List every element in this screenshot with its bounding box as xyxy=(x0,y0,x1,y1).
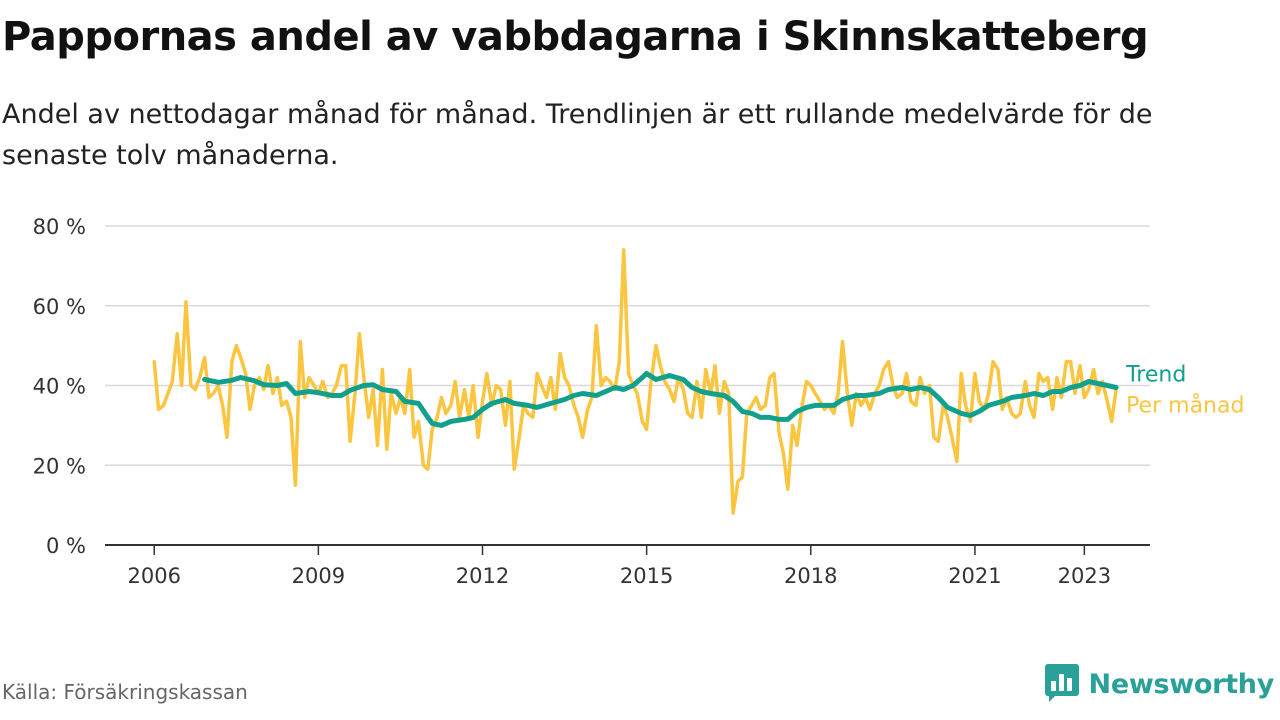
line-chart: 0 % 20 % 40 % 60 % 80 % 2006 2009 2012 2015 2018… xyxy=(0,195,1280,615)
x-tick-label: 2009 xyxy=(292,564,345,588)
chart-subtitle: Andel av nettodagar månad för månad. Tre… xyxy=(2,94,1242,176)
x-tick-label: 2015 xyxy=(620,564,673,588)
chart-title: Pappornas andel av vabbdagarna i Skinnsk… xyxy=(2,14,1148,60)
brand-name: Newsworthy xyxy=(1089,669,1274,700)
y-tick-label: 60 % xyxy=(33,295,86,319)
x-axis: 2006 2009 2012 2015 2018 2021 2023 xyxy=(105,545,1150,588)
x-tick-label: 2023 xyxy=(1058,564,1111,588)
x-tick-label: 2006 xyxy=(128,564,181,588)
series-label-trend: Trend xyxy=(1125,362,1186,387)
y-tick-label: 40 % xyxy=(33,375,86,399)
brand-logo: Newsworthy xyxy=(1045,664,1274,704)
source-note: Källa: Försäkringskassan xyxy=(2,680,248,704)
y-axis-tick-labels: 0 % 20 % 40 % 60 % 80 % xyxy=(33,215,86,558)
x-tick-label: 2018 xyxy=(784,564,837,588)
series-label-per-manad: Per månad xyxy=(1126,392,1244,418)
x-tick-label: 2012 xyxy=(456,564,509,588)
y-tick-label: 80 % xyxy=(33,215,86,239)
y-tick-label: 20 % xyxy=(33,454,86,478)
series-lines xyxy=(154,250,1116,513)
bar-chart-speech-bubble-icon xyxy=(1045,664,1081,704)
series-labels: Trend Per månad xyxy=(1125,362,1244,418)
x-tick-label: 2021 xyxy=(948,564,1001,588)
y-tick-label: 0 % xyxy=(46,534,86,558)
